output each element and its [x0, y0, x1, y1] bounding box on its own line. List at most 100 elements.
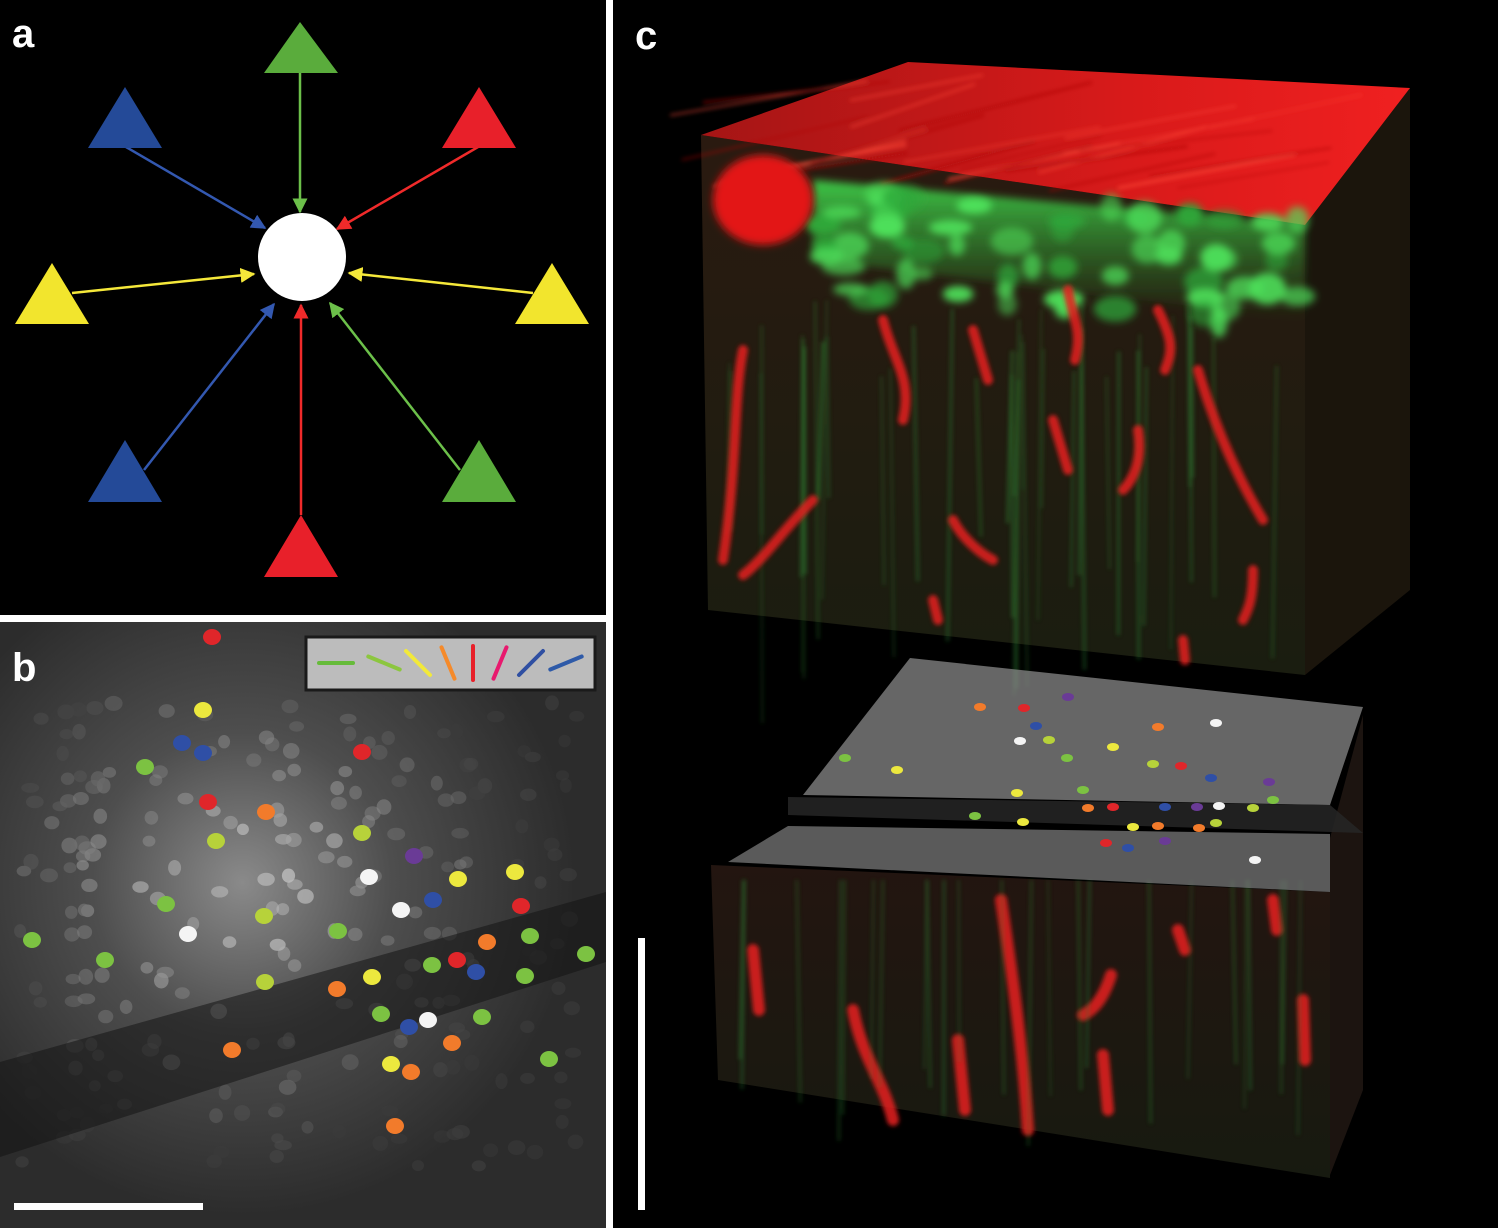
- surface-vessel: [898, 81, 1093, 133]
- plane-cell-marker: [839, 754, 851, 762]
- faint-cell: [411, 1160, 425, 1172]
- green-dendrite: [825, 336, 831, 499]
- faint-cell: [559, 778, 572, 793]
- faint-cell: [268, 1106, 283, 1118]
- green-dendrite: [1190, 327, 1195, 478]
- faint-cell: [154, 972, 169, 989]
- faint-cell: [563, 1001, 580, 1016]
- faint-cell: [94, 967, 110, 983]
- tuned-cell-yellow: [449, 871, 467, 887]
- tuned-cell-green: [329, 923, 347, 939]
- plane-cell-marker: [1082, 804, 1094, 812]
- red-vessel: [738, 495, 818, 580]
- green-neuron: [1205, 210, 1243, 229]
- green-dendrite: [1142, 367, 1148, 626]
- green-dendrite: [799, 338, 805, 578]
- imaging-plane-bottom: [728, 826, 1330, 892]
- neuron-blue-top-left: [88, 87, 162, 148]
- tuned-cell-green: [96, 952, 114, 968]
- surface-vessel: [850, 83, 976, 129]
- faint-cell: [77, 925, 93, 939]
- faint-cell: [372, 1135, 389, 1151]
- tuned-cell-red: [353, 744, 371, 760]
- faint-cell: [555, 1114, 569, 1129]
- plane-cell-marker: [1030, 722, 1042, 730]
- faint-cell: [567, 1134, 584, 1150]
- faint-cell: [446, 1128, 464, 1141]
- red-vessel: [1048, 415, 1073, 475]
- legend-orientation-bar: [404, 649, 432, 677]
- arrow-green-bottom-right: [329, 301, 461, 471]
- green-neuron: [1265, 250, 1288, 272]
- surface-vessel: [1064, 105, 1237, 139]
- green-neuron: [1261, 232, 1296, 255]
- faint-cell: [433, 1130, 451, 1143]
- plane-cell-marker: [1267, 796, 1279, 804]
- tuned-cell-green: [372, 1006, 390, 1022]
- faint-cell: [269, 1150, 284, 1163]
- upper-volume-cube: [670, 62, 1410, 724]
- faint-cell: [554, 1071, 568, 1084]
- faint-cell: [285, 832, 302, 848]
- faint-cell: [448, 1022, 465, 1033]
- green-dendrite: [1170, 315, 1174, 650]
- faint-cell: [77, 903, 91, 917]
- faint-cell: [318, 851, 335, 864]
- tuned-cell-green: [423, 957, 441, 973]
- green-neuron: [956, 197, 992, 214]
- green-neuron: [1200, 243, 1233, 272]
- green-dendrite: [946, 308, 954, 642]
- surface-vessel: [880, 139, 1036, 186]
- tuned-cell-white: [419, 1012, 437, 1028]
- green-dendrite: [1041, 348, 1044, 509]
- plane-cell-marker: [1107, 803, 1119, 811]
- lower-volume-slab: [711, 658, 1363, 1178]
- green-dendrite: [837, 879, 842, 1141]
- faint-cell: [78, 968, 94, 985]
- red-vessel: [1077, 969, 1117, 1021]
- red-vessel: [995, 894, 1034, 1136]
- faint-cell: [102, 767, 117, 778]
- green-dendrite: [1070, 371, 1075, 588]
- scale-bar-b: [14, 1203, 203, 1210]
- green-neuron: [1157, 229, 1186, 259]
- faint-cell: [569, 710, 585, 722]
- green-dendrite: [814, 301, 819, 640]
- tuned-cell-green: [516, 968, 534, 984]
- red-vessel: [1153, 305, 1176, 375]
- faint-cell: [554, 1098, 572, 1110]
- green-neuron: [1101, 266, 1129, 286]
- green-dendrite: [1085, 879, 1091, 1069]
- faint-cell: [16, 865, 32, 877]
- green-neuron: [1251, 213, 1285, 231]
- green-neuron: [874, 225, 901, 238]
- green-dendrite: [957, 879, 961, 1062]
- red-vessel: [718, 345, 748, 565]
- green-dendrite: [1027, 879, 1033, 1146]
- faint-cell: [463, 757, 479, 771]
- arrow-yellow-left: [71, 267, 256, 295]
- plane-cell-marker: [1213, 802, 1225, 810]
- upper-cube-top-face: [701, 62, 1410, 225]
- faint-cell: [14, 924, 27, 938]
- faint-cell: [341, 1054, 359, 1071]
- faint-cell: [72, 723, 86, 740]
- surface-vessel: [1177, 161, 1330, 189]
- surface-vessel: [1038, 125, 1207, 174]
- faint-cell: [104, 695, 123, 711]
- faint-cell: [119, 999, 133, 1014]
- tuned-cell-markers: [23, 629, 595, 1134]
- faint-cell: [332, 1124, 347, 1139]
- faint-cell: [445, 1059, 461, 1075]
- faint-cell: [524, 751, 541, 763]
- faint-cell: [393, 1034, 408, 1049]
- green-dendrite: [878, 879, 884, 1088]
- tuned-cell-green: [136, 759, 154, 775]
- target-cell-circle: [258, 213, 346, 301]
- tuned-cell-green: [473, 1009, 491, 1025]
- neuron-red-bottom: [264, 515, 338, 577]
- faint-cell: [86, 701, 104, 715]
- green-dendrite: [1015, 379, 1020, 689]
- faint-cell: [90, 834, 107, 849]
- faint-cell: [454, 859, 467, 870]
